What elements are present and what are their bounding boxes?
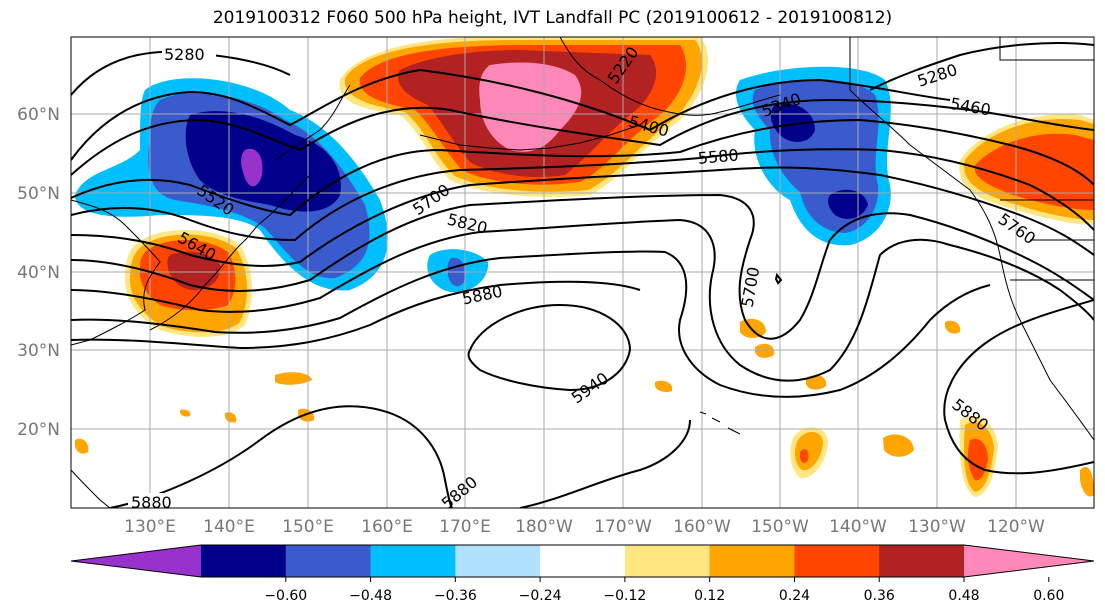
colorbar-tick-label: 0.24 <box>779 588 810 601</box>
colorbar-tick-label: 0.36 <box>864 588 895 601</box>
colorbar-extend-low <box>71 545 201 577</box>
colorbar-bin <box>624 545 711 577</box>
canada-land <box>849 37 1094 90</box>
lon-label: 180°W <box>515 517 573 537</box>
colorbar: −0.60 −0.48 −0.36 −0.24 −0.12 0.12 0.24 0.36 0.4… <box>70 544 1095 601</box>
positive-patch <box>1080 467 1094 497</box>
map-frame <box>70 36 1095 509</box>
positive-patch <box>655 380 673 393</box>
positive-anomaly-pnw-red <box>974 133 1094 210</box>
lon-label: 160°W <box>673 517 731 537</box>
contour-5880-east <box>943 299 1094 475</box>
positive-patch <box>755 343 775 358</box>
contour-5880-south <box>109 405 691 508</box>
ivt-shading <box>75 37 1094 497</box>
contour-5940 <box>467 303 632 392</box>
label-bg <box>162 44 216 64</box>
lon-label: 140°W <box>829 517 887 537</box>
lon-label: 170°W <box>594 517 652 537</box>
lat-label: 60°N <box>17 105 60 125</box>
contour-label-5580: 5580 <box>697 145 739 167</box>
contour-5400 <box>71 68 951 161</box>
colorbar-tick-label: −0.48 <box>349 588 392 601</box>
lat-label: 50°N <box>17 184 60 204</box>
contour-5460 <box>71 98 1094 176</box>
contour-5820 <box>71 250 991 398</box>
colorbar-bin <box>709 545 795 577</box>
longitude-labels: 130°E 140°E 150°E 160°E 170°E 180°W 170°… <box>124 517 1045 537</box>
positive-patch <box>945 320 961 334</box>
contour-5700 <box>71 193 1094 340</box>
colorbar-tick-label: −0.36 <box>434 588 477 601</box>
lon-label: 170°E <box>439 517 491 537</box>
kamchatka-coast <box>274 84 351 161</box>
japan-coast <box>149 224 259 331</box>
kuril-islands <box>257 174 311 226</box>
negative-anomaly-west-max <box>241 148 263 187</box>
lon-label: 130°W <box>908 517 966 537</box>
colorbar-tick-label: −0.12 <box>603 588 646 601</box>
negative-anomaly-west-deep <box>185 111 341 212</box>
positive-patch <box>275 372 312 385</box>
height-contours <box>71 42 1094 508</box>
us-borders <box>1000 199 1094 281</box>
colorbar-bin <box>879 545 965 577</box>
positive-patch <box>806 375 827 390</box>
contour-5520 <box>71 118 1094 217</box>
lon-label: 120°W <box>987 517 1045 537</box>
aleutian-islands <box>419 124 641 151</box>
contour-label-5880-sw: 5880 <box>131 493 172 512</box>
colorbar-bin <box>285 545 372 577</box>
lat-label: 40°N <box>17 263 60 283</box>
colorbar-extend-high <box>964 545 1094 577</box>
colorbar-tick-label: 0.60 <box>1033 588 1064 601</box>
lat-label: 20°N <box>17 420 60 440</box>
coastlines <box>71 37 1094 508</box>
colorbar-tick-label: 0.12 <box>694 588 725 601</box>
colorbar-bin <box>540 545 626 577</box>
lon-label: 150°E <box>282 517 334 537</box>
map-plot-area: 5280 5280 5400 5460 5520 5580 5640 5700 … <box>71 37 1094 512</box>
positive-patch-large-red <box>800 449 809 463</box>
colorbar-bin <box>201 545 287 577</box>
map-title: 2019100312 F060 500 hPa height, IVT Land… <box>212 8 893 28</box>
alaska-coast <box>559 37 781 116</box>
positive-patch <box>180 409 191 417</box>
lat-label: 30°N <box>17 341 60 361</box>
north-america-coast <box>849 89 1094 441</box>
lon-label: 150°W <box>751 517 809 537</box>
negative-anomaly-east-deep <box>770 103 815 142</box>
lon-label: 130°E <box>124 517 176 537</box>
contour-label-5280: 5280 <box>164 45 205 64</box>
colorbar-tick-label: −0.24 <box>519 588 562 601</box>
colorbar-tick-label: 0.48 <box>948 588 979 601</box>
contour-5280-east <box>869 42 1094 91</box>
contour-small-loop <box>774 272 783 285</box>
positive-patch <box>225 412 237 423</box>
contour-5640 <box>71 166 1094 267</box>
lon-label: 140°E <box>203 517 255 537</box>
latitude-labels: 60°N 50°N 40°N 30°N 20°N <box>17 105 60 440</box>
colorbar-bin <box>370 545 456 577</box>
contour-5880-main <box>71 280 641 350</box>
label-bg <box>128 493 182 508</box>
colorbar-outline <box>70 544 1095 578</box>
philippines-coast <box>71 469 111 508</box>
contour-5580 <box>71 148 1094 242</box>
contour-5760 <box>71 218 1094 382</box>
colorbar-tick-label: −0.60 <box>264 588 307 601</box>
graticule <box>71 37 1094 508</box>
positive-patch <box>883 434 914 457</box>
positive-anomaly-japan-darkred <box>167 251 221 290</box>
colorbar-bin <box>794 545 880 577</box>
positive-patch <box>75 438 89 454</box>
hawaii-islands <box>699 411 741 435</box>
colorbar-bin <box>455 545 541 577</box>
lon-label: 160°E <box>361 517 413 537</box>
